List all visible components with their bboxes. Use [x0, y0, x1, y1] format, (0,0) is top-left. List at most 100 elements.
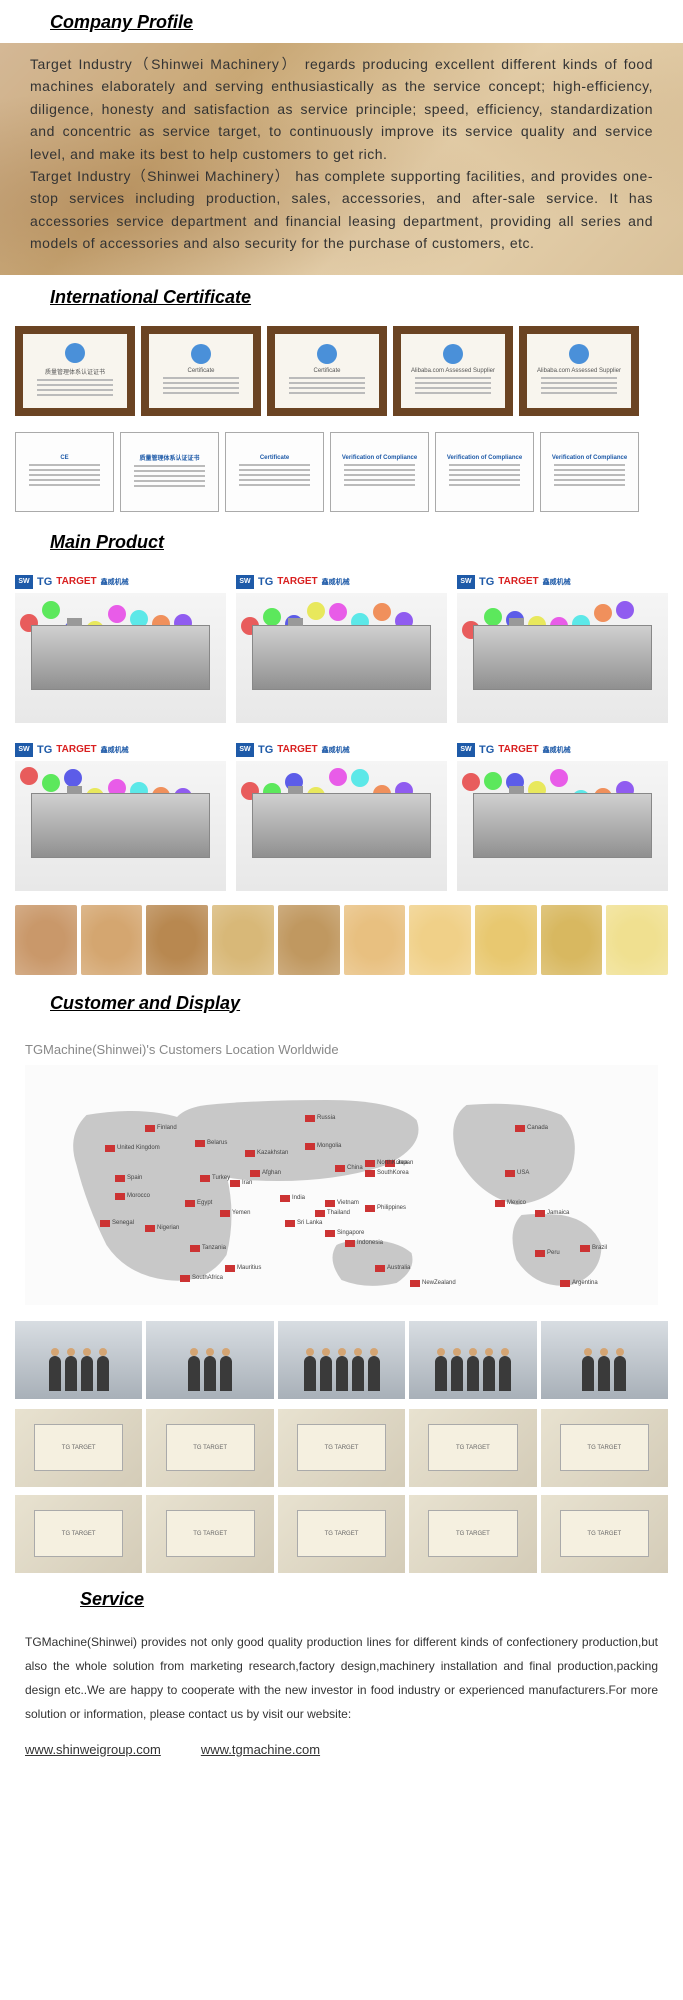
country-flag: Iran — [230, 1180, 252, 1187]
product-card: SW TG TARGET 鑫威机械 — [15, 739, 226, 891]
country-flag: Thailand — [315, 1210, 350, 1217]
certificate-frame: 质量管理体系认证证书 — [120, 432, 219, 512]
country-flag: Turkey — [200, 1175, 230, 1182]
brand-bar: SW TG TARGET 鑫威机械 — [457, 571, 668, 593]
food-sample — [475, 905, 537, 975]
product-card: SW TG TARGET 鑫威机械 — [236, 739, 447, 891]
expo-photo: TG TARGET — [409, 1409, 536, 1487]
certificate-frame: Alibaba.com Assessed Supplier — [519, 326, 639, 416]
country-flag: Indonesia — [345, 1240, 383, 1247]
brand-bar: SW TG TARGET 鑫威机械 — [457, 739, 668, 761]
certificate-frame: CE — [15, 432, 114, 512]
brand-bar: SW TG TARGET 鑫威机械 — [15, 571, 226, 593]
country-flag: Afghan — [250, 1170, 281, 1177]
food-sample — [409, 905, 471, 975]
country-flag: Mauritius — [225, 1265, 261, 1272]
expo-photo: TG TARGET — [541, 1409, 668, 1487]
country-flag: Morocco — [115, 1193, 150, 1200]
country-flag: Yemen — [220, 1210, 250, 1217]
food-sample — [146, 905, 208, 975]
cert-grid-top: 质量管理体系认证证书CertificateCertificateAlibaba.… — [0, 318, 683, 424]
map-title: TGMachine(Shinwei)'s Customers Location … — [25, 1034, 658, 1065]
customer-photo — [278, 1321, 405, 1399]
country-flag: Brazil — [580, 1245, 607, 1252]
link-shinwei[interactable]: www.shinweigroup.com — [25, 1742, 161, 1757]
heading-certificate: International Certificate — [0, 275, 683, 318]
product-row-2: SW TG TARGET 鑫威机械 SW TG TARGET 鑫威机械 SW T… — [0, 731, 683, 899]
country-flag: Kazakhstan — [245, 1150, 288, 1157]
brand-bar: SW TG TARGET 鑫威机械 — [236, 571, 447, 593]
country-flag: Jamaica — [535, 1210, 569, 1217]
country-flag: China — [335, 1165, 363, 1172]
food-sample — [344, 905, 406, 975]
certificate-frame: Verification of Compliance — [540, 432, 639, 512]
country-flag: Mongolia — [305, 1143, 341, 1150]
country-flag: SouthAfrica — [180, 1275, 223, 1282]
brand-logo-icon: SW — [236, 575, 254, 589]
profile-text: Target Industry（Shinwei Machinery） regar… — [30, 53, 653, 255]
customer-photo — [409, 1321, 536, 1399]
country-flag: USA — [505, 1170, 529, 1177]
expo-photo: TG TARGET — [15, 1409, 142, 1487]
expo-photo: TG TARGET — [15, 1495, 142, 1573]
country-flag: Peru — [535, 1250, 560, 1257]
expo-row-2: TG TARGETTG TARGETTG TARGETTG TARGETTG T… — [0, 1491, 683, 1577]
certificate-frame: Certificate — [267, 326, 387, 416]
certificate-frame: Verification of Compliance — [435, 432, 534, 512]
customer-photo — [541, 1321, 668, 1399]
product-card: SW TG TARGET 鑫威机械 — [457, 739, 668, 891]
brand-bar: SW TG TARGET 鑫威机械 — [236, 739, 447, 761]
service-text: TGMachine(Shinwei) provides not only goo… — [0, 1620, 683, 1736]
product-image — [236, 761, 447, 891]
product-image — [236, 593, 447, 723]
product-card: SW TG TARGET 鑫威机械 — [457, 571, 668, 723]
expo-row-1: TG TARGETTG TARGETTG TARGETTG TARGETTG T… — [0, 1405, 683, 1491]
certificate-frame: 质量管理体系认证证书 — [15, 326, 135, 416]
product-image — [15, 761, 226, 891]
product-image — [457, 761, 668, 891]
certificate-frame: Alibaba.com Assessed Supplier — [393, 326, 513, 416]
expo-photo: TG TARGET — [278, 1495, 405, 1573]
country-flag: Egypt — [185, 1200, 212, 1207]
expo-photo: TG TARGET — [146, 1495, 273, 1573]
country-flag: United Kingdom — [105, 1145, 160, 1152]
country-flag: Philippines — [365, 1205, 406, 1212]
country-flag: Senegal — [100, 1220, 134, 1227]
service-links: www.shinweigroup.com www.tgmachine.com — [0, 1736, 683, 1777]
food-sample — [15, 905, 77, 975]
heading-profile: Company Profile — [0, 0, 683, 43]
country-flag: Canada — [515, 1125, 548, 1132]
brand-logo-icon: SW — [15, 743, 33, 757]
product-row-1: SW TG TARGET 鑫威机械 SW TG TARGET 鑫威机械 SW T… — [0, 563, 683, 731]
brand-logo-icon: SW — [15, 575, 33, 589]
certificate-frame: Certificate — [141, 326, 261, 416]
country-flag: Australia — [375, 1265, 410, 1272]
country-flag: Belarus — [195, 1140, 227, 1147]
country-flag: Mexico — [495, 1200, 526, 1207]
brand-logo-icon: SW — [457, 743, 475, 757]
food-sample — [541, 905, 603, 975]
country-flag: Argentina — [560, 1280, 598, 1287]
cert-grid-bot: CE质量管理体系认证证书CertificateVerification of C… — [0, 424, 683, 520]
certificate-frame: Verification of Compliance — [330, 432, 429, 512]
heading-service: Service — [0, 1577, 683, 1620]
country-flag: NorthKorea — [365, 1160, 408, 1167]
expo-photo: TG TARGET — [409, 1495, 536, 1573]
country-flag: India — [280, 1195, 305, 1202]
food-sample — [278, 905, 340, 975]
link-tgmachine[interactable]: www.tgmachine.com — [201, 1742, 320, 1757]
brand-bar: SW TG TARGET 鑫威机械 — [15, 739, 226, 761]
expo-photo: TG TARGET — [146, 1409, 273, 1487]
product-card: SW TG TARGET 鑫威机械 — [236, 571, 447, 723]
customer-photo — [146, 1321, 273, 1399]
food-sample — [81, 905, 143, 975]
country-flag: Sri Lanka — [285, 1220, 322, 1227]
food-sample — [606, 905, 668, 975]
certificate-frame: Certificate — [225, 432, 324, 512]
world-map: RussiaFinlandUnited KingdomSpainBelarusK… — [25, 1065, 658, 1305]
country-flag: Singapore — [325, 1230, 364, 1237]
country-flag: NewZealand — [410, 1280, 456, 1287]
heading-product: Main Product — [0, 520, 683, 563]
map-section: TGMachine(Shinwei)'s Customers Location … — [0, 1024, 683, 1315]
country-flag: Nigerian — [145, 1225, 179, 1232]
